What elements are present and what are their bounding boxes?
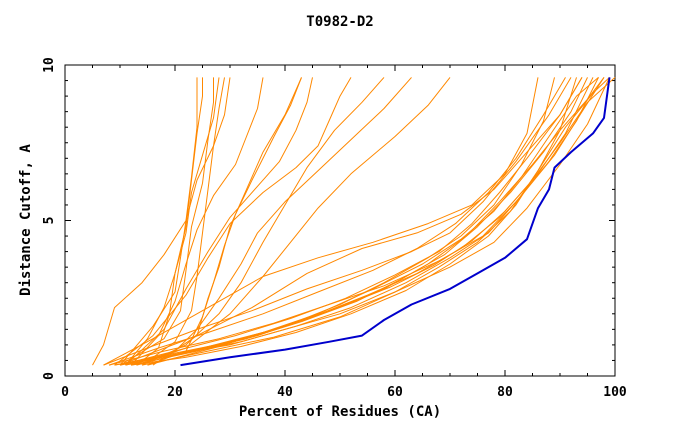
- y-tick-label: 10: [42, 57, 57, 73]
- x-tick-label: 20: [167, 385, 183, 400]
- x-tick-label: 100: [603, 385, 627, 400]
- series-line: [130, 77, 412, 366]
- series-line: [141, 77, 610, 366]
- y-axis-label: Distance Cutoff, A: [18, 144, 34, 296]
- plot-frame: [64, 64, 616, 377]
- x-tick-label: 60: [387, 385, 403, 400]
- series-line: [103, 77, 572, 366]
- y-tick-label: 0: [42, 372, 57, 380]
- series-line: [141, 77, 225, 366]
- series-line: [130, 77, 577, 366]
- x-axis-label: Percent of Residues (CA): [238, 404, 442, 420]
- series-line: [136, 77, 203, 366]
- y-tick-label: 5: [42, 217, 57, 225]
- series-line: [114, 77, 610, 366]
- series-line: [92, 77, 198, 366]
- series-line: [152, 77, 302, 366]
- series-line: [119, 77, 583, 366]
- series-line-highlight: [180, 77, 611, 367]
- x-tick-label: 80: [497, 385, 513, 400]
- series-line: [108, 77, 566, 366]
- series-line: [147, 77, 605, 366]
- series-line: [125, 77, 588, 366]
- chart-title: T0982-D2: [306, 14, 374, 30]
- series-line: [136, 77, 451, 366]
- series-line: [119, 77, 605, 366]
- x-tick-label: 40: [277, 385, 293, 400]
- series-line: [141, 77, 385, 366]
- series-line: [147, 77, 302, 366]
- series-line: [103, 77, 539, 366]
- series-line: [119, 77, 583, 366]
- series-line: [125, 77, 220, 366]
- series-line: [119, 77, 231, 366]
- series-line: [125, 77, 313, 366]
- series-line: [119, 77, 214, 366]
- series-line: [125, 77, 555, 366]
- x-tick-label: 0: [61, 385, 69, 400]
